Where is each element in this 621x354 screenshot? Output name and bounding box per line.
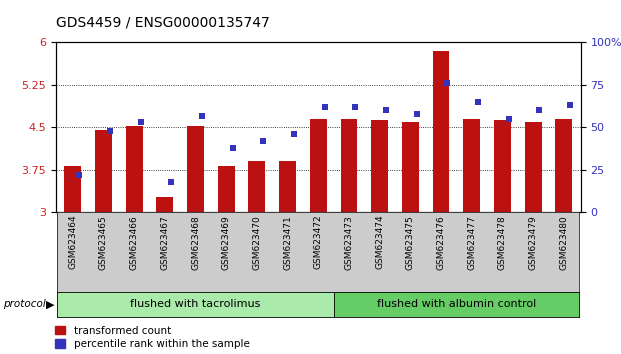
Bar (310, 119, 327, 212)
Bar (371, 120, 388, 212)
Legend: transformed count, percentile rank within the sample: transformed count, percentile rank withi… (55, 326, 250, 349)
Bar (65, 166, 81, 212)
Text: flushed with tacrolimus: flushed with tacrolimus (130, 299, 261, 309)
Bar (340, 119, 358, 212)
Text: GSM623465: GSM623465 (99, 215, 108, 269)
Bar (433, 51, 450, 212)
Text: GSM623480: GSM623480 (560, 215, 568, 269)
Text: GSM623466: GSM623466 (130, 215, 138, 269)
Text: GDS4459 / ENSG00000135747: GDS4459 / ENSG00000135747 (56, 16, 270, 30)
Bar (279, 161, 296, 212)
Bar (95, 130, 112, 212)
Bar (125, 126, 143, 212)
Text: GSM623478: GSM623478 (498, 215, 507, 269)
Bar (218, 166, 235, 212)
Text: GSM623471: GSM623471 (283, 215, 292, 269)
Text: ▶: ▶ (46, 299, 55, 309)
Text: GSM623479: GSM623479 (528, 215, 538, 269)
Text: GSM623467: GSM623467 (160, 215, 170, 269)
Bar (248, 161, 265, 212)
Text: flushed with albumin control: flushed with albumin control (377, 299, 536, 309)
Text: GSM623475: GSM623475 (406, 215, 415, 269)
Text: GSM623464: GSM623464 (68, 215, 77, 269)
Text: GSM623477: GSM623477 (467, 215, 476, 269)
Bar (463, 119, 480, 212)
Bar (525, 122, 542, 212)
Text: GSM623470: GSM623470 (252, 215, 261, 269)
Bar (156, 197, 173, 212)
Text: GSM623474: GSM623474 (375, 215, 384, 269)
Text: GSM623472: GSM623472 (314, 215, 323, 269)
Text: GSM623469: GSM623469 (222, 215, 231, 269)
Text: protocol: protocol (3, 299, 46, 309)
Bar (555, 119, 572, 212)
Bar (494, 120, 511, 212)
Text: GSM623473: GSM623473 (345, 215, 353, 269)
Bar (187, 126, 204, 212)
Text: GSM623468: GSM623468 (191, 215, 200, 269)
Bar (402, 122, 419, 212)
Text: GSM623476: GSM623476 (437, 215, 445, 269)
